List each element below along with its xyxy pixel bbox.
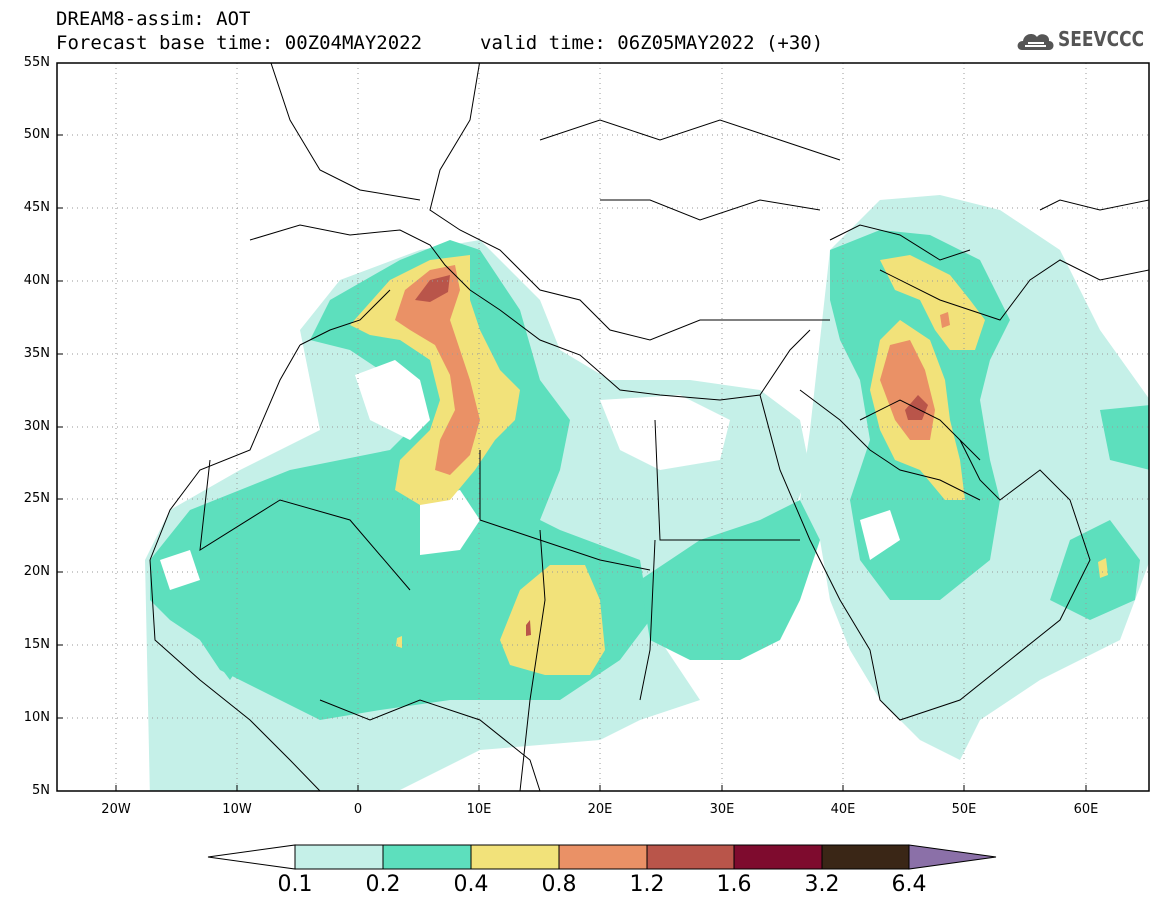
grid-lines: [57, 63, 1149, 791]
lon-label: 20E: [587, 802, 613, 817]
lon-label: 60E: [1073, 802, 1099, 817]
aot-field: [145, 195, 1149, 791]
colorbar-label: 0.8: [541, 872, 577, 897]
colorbar: [207, 844, 997, 870]
lat-label: 25N: [23, 491, 50, 506]
colorbar-min-arrow: [207, 844, 296, 870]
colorbar-label: 0.1: [277, 872, 313, 897]
lat-label: 55N: [23, 55, 50, 70]
colorbar-bin: [646, 844, 735, 870]
lon-label: 0: [353, 802, 363, 817]
lon-label: 30E: [709, 802, 735, 817]
colorbar-label: 1.2: [629, 872, 665, 897]
lon-label: 20W: [101, 802, 131, 817]
coastlines: [149, 63, 1149, 791]
colorbar-bin: [733, 844, 823, 870]
lon-label: 50E: [951, 802, 977, 817]
lat-label: 15N: [23, 637, 50, 652]
lat-label: 20N: [23, 564, 50, 579]
lat-label: 10N: [23, 710, 50, 725]
lat-label: 40N: [23, 273, 50, 288]
chart-title: DREAM8-assim: AOT: [56, 8, 251, 30]
lat-label: 45N: [23, 200, 50, 215]
colorbar-label: 6.4: [891, 872, 927, 897]
cloud-logo-icon: [1017, 33, 1054, 50]
colorbar-bin: [821, 844, 910, 870]
colorbar-label: 0.4: [453, 872, 489, 897]
valid-time: valid time: 06Z05MAY2022 (+30): [480, 32, 824, 54]
colorbar-bin: [558, 844, 648, 870]
lat-label: 50N: [23, 127, 50, 142]
colorbar-bin: [294, 844, 384, 870]
lat-label: 30N: [23, 419, 50, 434]
forecast-base-time: Forecast base time: 00Z04MAY2022: [56, 32, 423, 54]
colorbar-bin: [382, 844, 472, 870]
colorbar-bin: [470, 844, 560, 870]
lat-label: 35N: [23, 346, 50, 361]
colorbar-max-arrow: [908, 844, 997, 870]
colorbar-label: 3.2: [804, 872, 840, 897]
logo-text: SEEVCCC: [1058, 27, 1145, 51]
colorbar-label: 0.2: [365, 872, 401, 897]
lon-label: 10W: [222, 802, 252, 817]
lon-label: 10E: [466, 802, 492, 817]
lat-label: 5N: [32, 783, 50, 798]
colorbar-label: 1.6: [716, 872, 752, 897]
lon-label: 40E: [830, 802, 856, 817]
